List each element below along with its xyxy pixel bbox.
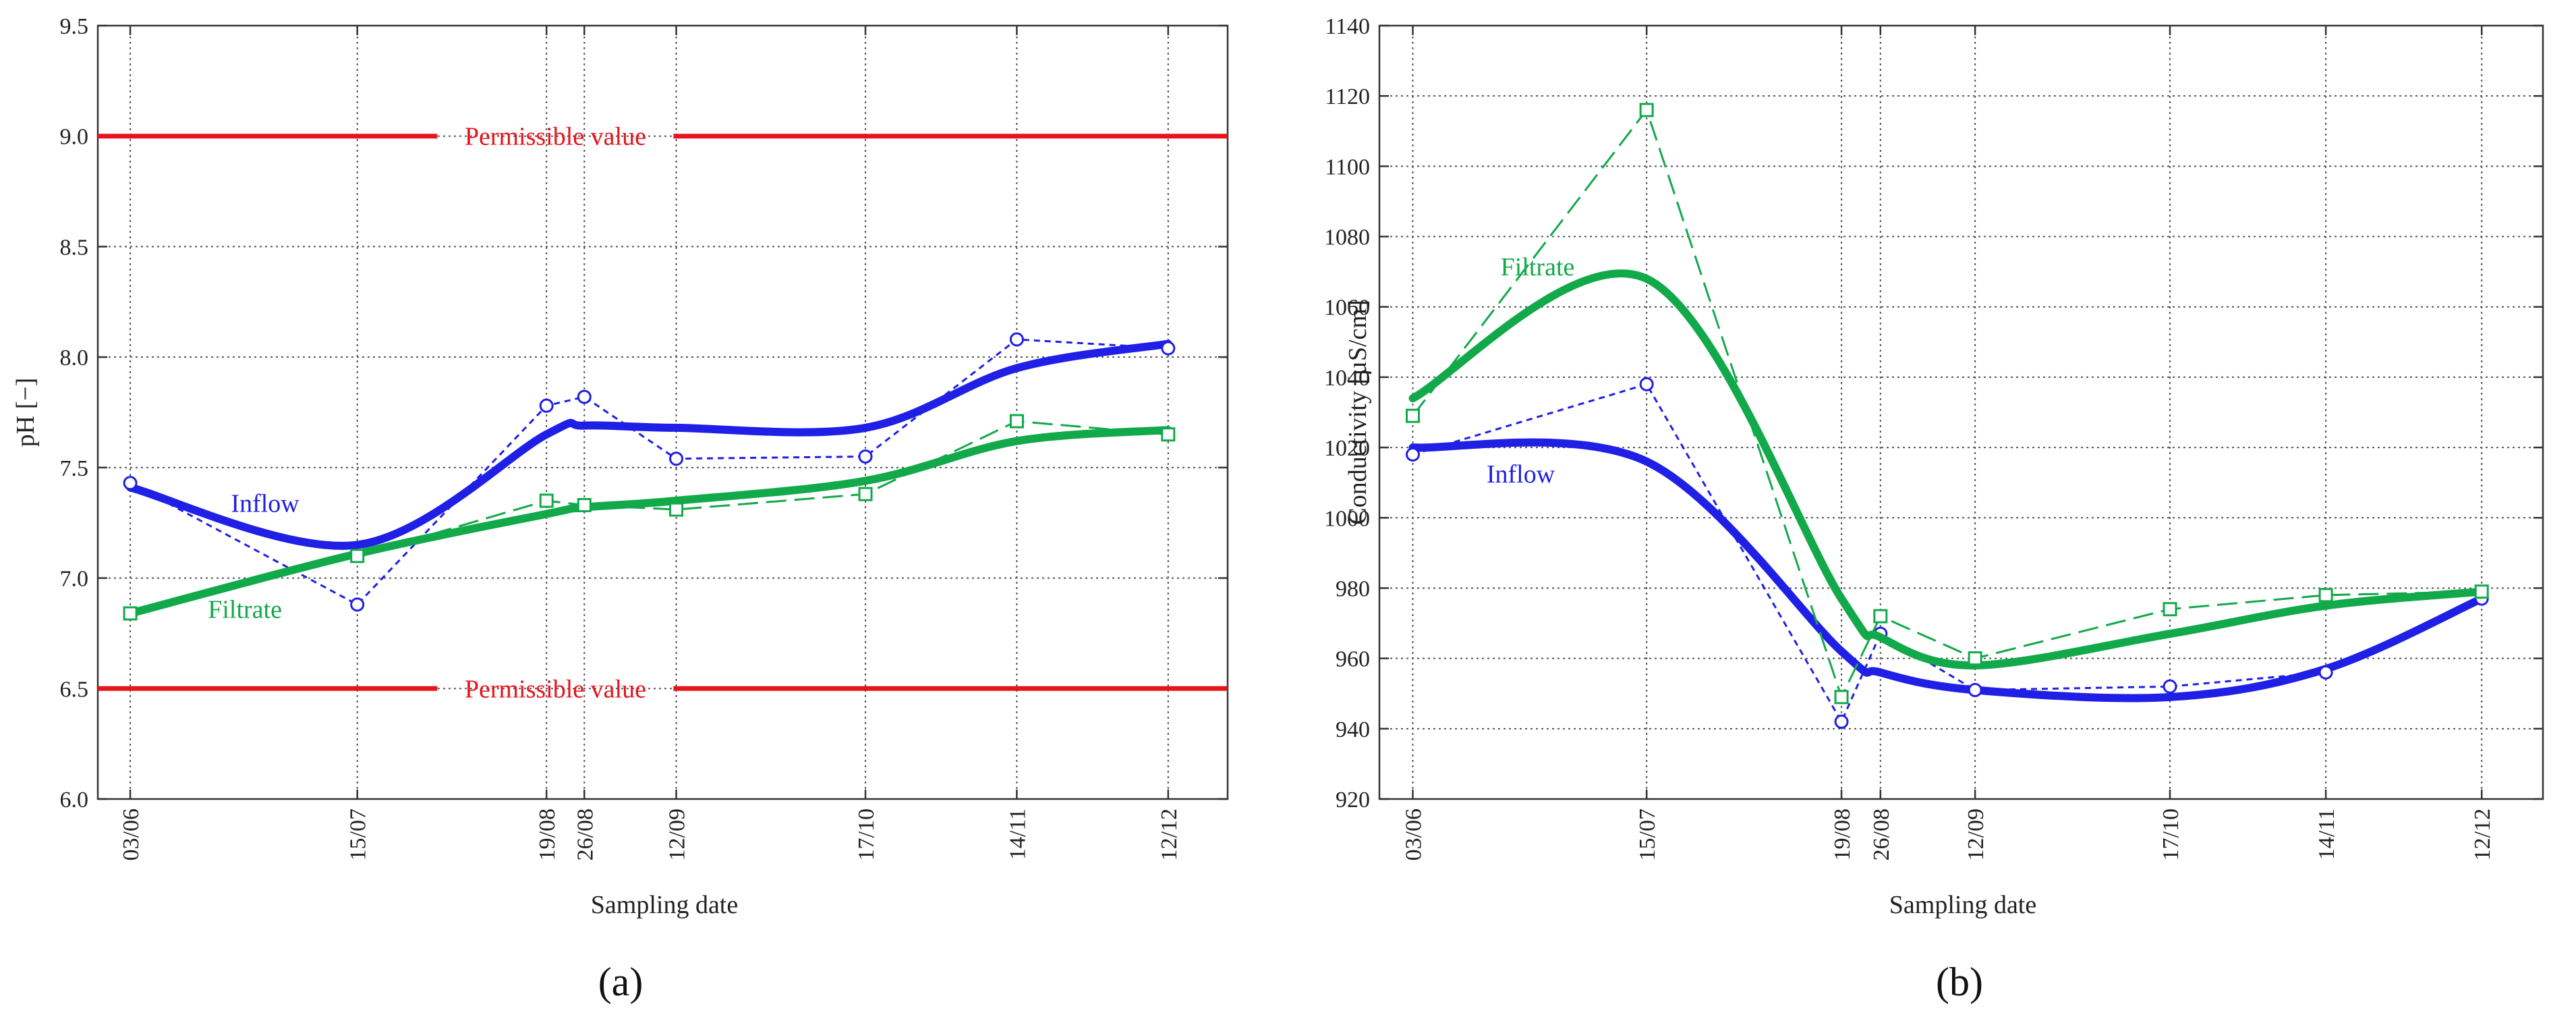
panel-label: (b) <box>1936 960 1983 1004</box>
x-tick-label: 12/12 <box>1157 808 1182 860</box>
y-tick-label: 1060 <box>1324 296 1370 321</box>
permissible-value-label: Permissible value <box>465 123 646 151</box>
data-point <box>1161 341 1176 356</box>
data-point <box>2163 679 2177 694</box>
y-tick-label: 1120 <box>1325 84 1370 109</box>
y-tick-label: 1080 <box>1324 225 1370 250</box>
series-label-inflow: Inflow <box>1487 460 1555 489</box>
series-filtrate <box>1406 103 2489 705</box>
data-point <box>2318 665 2333 680</box>
y-tick-label: 6.5 <box>60 677 89 702</box>
panel-label: (a) <box>598 960 643 1004</box>
data-point <box>858 449 873 464</box>
x-tick-label: 15/07 <box>1635 808 1660 860</box>
data-point <box>1834 690 1849 705</box>
x-tick-label: 17/10 <box>2158 808 2183 860</box>
data-point <box>669 451 684 466</box>
trend-line <box>1408 438 2486 703</box>
plot-frame <box>96 24 1229 800</box>
series-label-inflow: Inflow <box>231 489 299 518</box>
x-tick-label: 12/12 <box>2470 808 2495 860</box>
data-point <box>577 389 592 404</box>
data-point <box>123 476 138 491</box>
x-tick-label: 15/07 <box>346 808 371 860</box>
permissible-value-label: Permissible value <box>465 675 646 703</box>
data-point <box>1009 332 1024 347</box>
x-tick-label: 19/08 <box>535 808 560 860</box>
y-tick-label: 1140 <box>1325 14 1370 39</box>
x-tick-label: 14/11 <box>2314 808 2339 860</box>
y-tick-label: 6.0 <box>60 788 89 813</box>
y-tick-label: 1000 <box>1324 506 1370 531</box>
data-line <box>1412 107 2482 700</box>
x-tick-label: 26/08 <box>573 808 598 860</box>
data-point <box>1639 103 1654 117</box>
y-axis-title: Conductivity [µS/cm] <box>1344 300 1372 524</box>
data-point <box>669 502 684 517</box>
y-tick-label: 7.5 <box>60 456 89 481</box>
data-point <box>2474 584 2489 599</box>
trend-line <box>126 339 1172 550</box>
y-tick-label: 960 <box>1336 647 1370 672</box>
data-point <box>1968 683 1982 698</box>
data-point <box>1406 447 1421 462</box>
y-tick-label: 1100 <box>1325 155 1370 180</box>
data-point <box>2163 602 2177 617</box>
data-point <box>2318 588 2333 603</box>
data-point <box>350 549 365 563</box>
data-point <box>539 398 554 413</box>
trend-line <box>1408 269 2486 670</box>
y-tick-label: 920 <box>1336 788 1370 813</box>
x-tick-label: 12/09 <box>665 808 690 860</box>
panel-a: 6.0 6.5 7.0 7.5 8.0 8.5 9.0 9.5 03/06 15/07 19/08 2… <box>11 14 1229 1004</box>
data-point <box>1873 609 1888 624</box>
data-point <box>123 606 138 621</box>
x-tick-label: 19/08 <box>1830 808 1855 860</box>
y-tick-label: 8.0 <box>60 346 89 370</box>
x-tick-label: 26/08 <box>1869 808 1894 860</box>
data-point <box>350 597 365 612</box>
data-point <box>858 487 873 501</box>
series-label-filtrate: Filtrate <box>1501 253 1575 281</box>
data-point <box>1406 408 1421 423</box>
y-tick-label: 1020 <box>1324 436 1370 461</box>
y-tick-label: 9.0 <box>60 125 89 150</box>
y-tick-label: 980 <box>1336 576 1370 601</box>
x-tick-label: 17/10 <box>854 808 879 860</box>
y-tick-label: 1040 <box>1324 366 1370 391</box>
data-point <box>539 493 554 508</box>
data-point <box>1009 414 1024 429</box>
x-tick-label: 03/06 <box>1402 808 1427 860</box>
plot-frame <box>1378 24 2544 800</box>
x-axis-title: Sampling date <box>1889 891 2036 919</box>
data-point <box>1639 377 1654 391</box>
panel-b: 920 940 960 980 1000 1020 1040 1060 1080 1100 1120… <box>1324 14 2544 1004</box>
y-tick-label: 9.5 <box>60 14 89 39</box>
x-axis-title: Sampling date <box>591 891 738 919</box>
series-inflow <box>123 332 1176 612</box>
series-label-filtrate: Filtrate <box>208 596 282 624</box>
y-tick-label: 940 <box>1336 717 1370 742</box>
y-tick-label: 7.0 <box>60 567 89 592</box>
series-filtrate <box>123 414 1176 621</box>
x-tick-label: 03/06 <box>119 808 144 860</box>
data-point <box>1834 714 1849 729</box>
x-tick-label: 12/09 <box>1964 808 1988 860</box>
y-axis-title: pH [−] <box>11 378 40 447</box>
x-tick-label: 14/11 <box>1005 808 1030 860</box>
y-tick-label: 8.5 <box>60 235 89 260</box>
data-point <box>577 498 592 513</box>
data-point <box>1161 427 1176 442</box>
data-point <box>1968 651 1982 666</box>
